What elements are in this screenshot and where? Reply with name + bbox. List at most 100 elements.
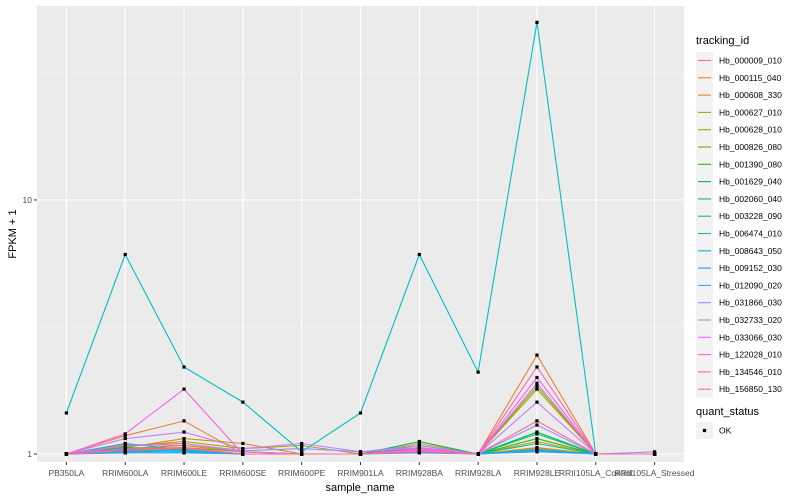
x-tick-label-10: RRII105LA_Stressed — [615, 468, 695, 478]
point-Hb_000627_010-2 — [182, 443, 186, 448]
point-Hb_033066_030-1 — [123, 443, 127, 448]
legend-label-Hb_000628_010: Hb_000628_010 — [719, 125, 782, 135]
point-Hb_012090_020-2 — [182, 451, 186, 455]
y-axis: 1 10 — [23, 195, 37, 459]
point-Hb_122028_010-8 — [535, 375, 539, 380]
point-Hb_032733_020-1 — [123, 436, 127, 441]
point-Hb_000115_040-6 — [417, 441, 421, 446]
legend-label-Hb_156850_130: Hb_156850_130 — [719, 384, 782, 394]
point-Hb_006474_010-1 — [123, 252, 127, 257]
point-Hb_031866_030-8 — [535, 423, 539, 427]
point-Hb_000628_010-4 — [300, 443, 304, 448]
point-Hb_006474_010-3 — [241, 400, 245, 404]
legend-label-Hb_000009_010: Hb_000009_010 — [719, 56, 782, 66]
point-Hb_000628_010-8 — [535, 387, 539, 391]
legend-label-Hb_000627_010: Hb_000627_010 — [719, 107, 782, 117]
point-Hb_033066_030-3 — [241, 450, 245, 454]
point-Hb_001629_040-8 — [535, 430, 539, 434]
point-Hb_000115_040-8 — [535, 353, 539, 357]
legend-quant-label-0: OK — [719, 426, 732, 436]
legend-label-Hb_032733_020: Hb_032733_020 — [719, 315, 782, 325]
point-Hb_156850_130-5 — [358, 452, 363, 456]
legend-label-Hb_009152_030: Hb_009152_030 — [719, 263, 782, 273]
point-Hb_032733_020-4 — [300, 441, 304, 446]
x-tick-label-0: PB350LA — [48, 468, 84, 478]
point-Hb_012090_020-8 — [535, 450, 539, 454]
x-tick-label-3: RRIM600SE — [219, 468, 267, 478]
x-tick-label-9: RRII105LA_Control — [559, 468, 633, 478]
point-Hb_156850_130-3 — [241, 452, 245, 456]
point-Hb_032733_020-8 — [535, 400, 539, 404]
x-tick-label-7: RRIM928LA — [455, 468, 502, 478]
point-Hb_003228_090-1 — [123, 441, 127, 446]
legend-label-Hb_002060_040: Hb_002060_040 — [719, 194, 782, 204]
point-Hb_156850_130-0 — [64, 452, 69, 456]
legend-label-Hb_006474_010: Hb_006474_010 — [719, 229, 782, 239]
legend-label-Hb_122028_010: Hb_122028_010 — [719, 350, 782, 360]
x-tick-label-6: RRIM928BA — [396, 468, 444, 478]
data-points — [64, 20, 657, 456]
x-axis-title: sample_name — [325, 482, 394, 494]
point-Hb_006474_010-6 — [417, 252, 421, 257]
point-Hb_032733_020-5 — [358, 450, 363, 454]
point-Hb_032733_020-3 — [241, 447, 245, 451]
point-Hb_134546_010-1 — [123, 447, 127, 451]
x-tick-label-5: RRIM901LA — [337, 468, 384, 478]
point-Hb_006474_010-5 — [358, 411, 363, 415]
point-Hb_031866_030-10 — [652, 450, 657, 454]
legend-label-Hb_003228_090: Hb_003228_090 — [719, 211, 782, 221]
point-Hb_156850_130-9 — [594, 452, 598, 456]
point-Hb_156850_130-4 — [300, 452, 304, 456]
point-Hb_002060_040-8 — [535, 432, 539, 436]
x-tick-label-2: RRIM600LE — [161, 468, 208, 478]
point-Hb_156850_130-6 — [417, 450, 421, 454]
legend-label-Hb_000608_330: Hb_000608_330 — [719, 90, 782, 100]
x-tick-label-4: RRIM600PE — [278, 468, 326, 478]
point-Hb_156850_130-2 — [182, 447, 186, 451]
point-Hb_031866_030-4 — [300, 447, 304, 451]
point-Hb_122028_010-2 — [182, 387, 186, 391]
legend-label-Hb_001390_080: Hb_001390_080 — [719, 159, 782, 169]
legend-quant: OK — [696, 422, 732, 439]
legend-label-Hb_008643_050: Hb_008643_050 — [719, 246, 782, 256]
point-Hb_003228_090-8 — [535, 441, 539, 446]
x-tick-label-8: RRIM928LE — [514, 468, 561, 478]
legend-title-quant: quant_status — [696, 406, 759, 418]
point-Hb_033066_030-8 — [535, 381, 539, 385]
legend-quant-key-point-0 — [702, 428, 707, 433]
legend-label-Hb_134546_010: Hb_134546_010 — [719, 367, 782, 377]
point-Hb_006474_010-2 — [182, 365, 186, 369]
point-Hb_000608_330-3 — [241, 441, 245, 446]
point-Hb_031866_030-6 — [417, 443, 421, 448]
point-Hb_000627_010-8 — [535, 445, 539, 450]
legend-label-Hb_012090_020: Hb_012090_020 — [719, 280, 782, 290]
point-Hb_000115_040-2 — [182, 419, 186, 423]
point-Hb_156850_130-10 — [652, 452, 657, 456]
point-Hb_000608_330-8 — [535, 439, 539, 444]
point-Hb_001629_040-6 — [417, 439, 421, 444]
point-Hb_032733_020-2 — [182, 430, 186, 434]
point-Hb_156850_130-1 — [123, 449, 127, 453]
point-Hb_006474_010-7 — [476, 370, 480, 374]
point-Hb_156850_130-7 — [476, 452, 480, 456]
point-Hb_122028_010-1 — [123, 432, 127, 436]
y-tick-label-0: 1 — [27, 449, 32, 459]
legend-tracking: Hb_000009_010 Hb_000115_040 Hb_000608_330 H… — [696, 52, 782, 398]
point-Hb_122028_010-6 — [417, 447, 421, 451]
point-Hb_000826_080-8 — [535, 384, 539, 388]
x-axis: PB350LA RRIM600LA RRIM600LE RRIM600SE RRIM60… — [48, 462, 695, 478]
point-Hb_134546_010-8 — [535, 365, 539, 369]
point-Hb_000628_010-2 — [182, 439, 186, 444]
point-Hb_033066_030-2 — [182, 441, 186, 446]
point-Hb_006474_010-8 — [535, 20, 539, 24]
legend-label-Hb_033066_030: Hb_033066_030 — [719, 332, 782, 342]
point-Hb_006474_010-4 — [300, 450, 304, 454]
legend-title-tracking: tracking_id — [696, 35, 749, 47]
legend-label-Hb_000115_040: Hb_000115_040 — [719, 73, 782, 83]
legend-label-Hb_001629_040: Hb_001629_040 — [719, 177, 782, 187]
point-Hb_006474_010-0 — [64, 411, 69, 415]
legend-label-Hb_000826_080: Hb_000826_080 — [719, 142, 782, 152]
point-Hb_001390_080-8 — [535, 436, 539, 441]
x-tick-label-1: RRIM600LA — [102, 468, 149, 478]
